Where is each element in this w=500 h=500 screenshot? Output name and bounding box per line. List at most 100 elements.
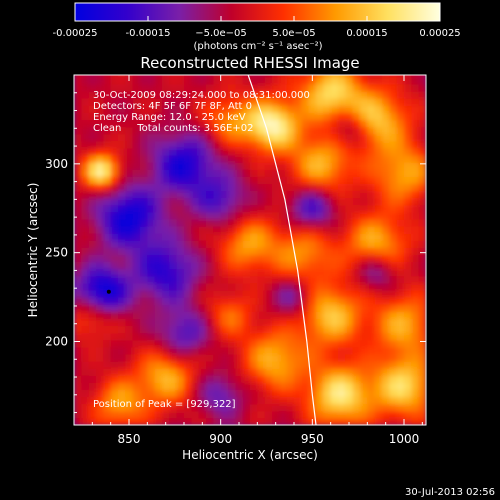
heatmap-cell [345, 190, 354, 199]
heatmap-cell [257, 382, 266, 391]
heatmap-cell [228, 368, 236, 376]
heatmap-cell [228, 233, 236, 241]
heatmap-cell [242, 382, 251, 391]
heatmap-cell [220, 211, 229, 220]
heatmap-cell [264, 375, 273, 383]
heatmap-cell [352, 233, 361, 241]
heatmap-cell [323, 339, 332, 348]
heatmap-cell [191, 275, 200, 284]
heatmap-cell [147, 169, 156, 177]
heatmap-cell [147, 126, 156, 135]
heatmap-cell [140, 410, 148, 419]
heatmap-cell [264, 297, 273, 305]
heatmap-cell [213, 98, 222, 106]
heatmap-cell [235, 112, 244, 121]
heatmap-cell [242, 361, 251, 369]
heatmap-cell [213, 304, 222, 312]
heatmap-cell [206, 417, 214, 425]
heatmap-cell [352, 169, 361, 177]
heatmap-cell [352, 140, 361, 149]
heatmap-cell [404, 297, 412, 305]
heatmap-cell [264, 410, 273, 419]
heatmap-cell [418, 268, 426, 277]
heatmap-cell [316, 275, 324, 284]
heatmap-cell [206, 119, 214, 128]
heatmap-cell [235, 403, 244, 412]
heatmap-cell [184, 403, 192, 412]
heatmap-cell [184, 353, 192, 362]
heatmap-cell [162, 297, 170, 305]
heatmap-cell [220, 261, 229, 270]
heatmap-cell [360, 261, 368, 270]
heatmap-cell [308, 282, 317, 291]
heatmap-cell [191, 233, 200, 241]
heatmap-cell [264, 197, 273, 206]
heatmap-cell [264, 361, 273, 369]
heatmap-cell [294, 218, 302, 227]
heatmap-cell [360, 98, 368, 106]
heatmap-cell [374, 162, 383, 170]
heatmap-cell [147, 396, 156, 405]
heatmap-cell [147, 368, 156, 376]
heatmap-cell [228, 353, 236, 362]
heatmap-cell [176, 261, 185, 270]
heatmap-cell [308, 268, 317, 277]
heatmap-cell [286, 133, 295, 142]
heatmap-cell [330, 126, 339, 135]
heatmap-cell [411, 112, 420, 121]
heatmap-cell [338, 218, 346, 227]
heatmap-cell [382, 154, 390, 163]
heatmap-cell [220, 396, 229, 405]
heatmap-cell [81, 226, 90, 234]
heatmap-cell [235, 226, 244, 234]
heatmap-cell [206, 410, 214, 419]
heatmap-cell [96, 140, 104, 149]
heatmap-cell [198, 261, 207, 270]
heatmap-cell [367, 154, 376, 163]
heatmap-cell [235, 140, 244, 149]
heatmap-cell [132, 297, 141, 305]
heatmap-cell [352, 240, 361, 248]
heatmap-cell [220, 154, 229, 163]
heatmap-cell [154, 183, 163, 192]
heatmap-cell [213, 226, 222, 234]
heatmap-cell [352, 325, 361, 334]
heatmap-cell [125, 346, 134, 355]
heatmap-cell [272, 346, 280, 355]
heatmap-cell [228, 247, 236, 256]
heatmap-cell [169, 147, 178, 156]
heatmap-cell [418, 226, 426, 234]
heatmap-cell [176, 240, 185, 248]
heatmap-cell [389, 83, 398, 92]
heatmap-cell [301, 353, 310, 362]
heatmap-cell [294, 282, 302, 291]
heatmap-cell [220, 90, 229, 99]
heatmap-cell [330, 112, 339, 121]
heatmap-cell [88, 83, 97, 92]
heatmap-cell [169, 75, 178, 78]
heatmap-cell [308, 98, 317, 106]
heatmap-cell [316, 169, 324, 177]
heatmap-cell [404, 162, 412, 170]
heatmap-cell [206, 98, 214, 106]
heatmap-cell [169, 218, 178, 227]
heatmap-cell [396, 147, 405, 156]
heatmap-cell [220, 353, 229, 362]
heatmap-cell [294, 339, 302, 348]
heatmap-cell [198, 233, 207, 241]
heatmap-cell [96, 346, 104, 355]
heatmap-cell [74, 346, 82, 355]
heatmap-cell [169, 361, 178, 369]
heatmap-cell [235, 119, 244, 128]
heatmap-cell [118, 204, 126, 213]
heatmap-cell [206, 382, 214, 391]
heatmap-cell [96, 361, 104, 369]
heatmap-cell [169, 176, 178, 184]
heatmap-cell [279, 361, 288, 369]
heatmap-cell [382, 176, 390, 184]
heatmap-cell [191, 204, 200, 213]
heatmap-cell [162, 318, 170, 327]
heatmap-cell [382, 204, 390, 213]
heatmap-cell [338, 389, 346, 398]
heatmap-cell [411, 382, 420, 391]
